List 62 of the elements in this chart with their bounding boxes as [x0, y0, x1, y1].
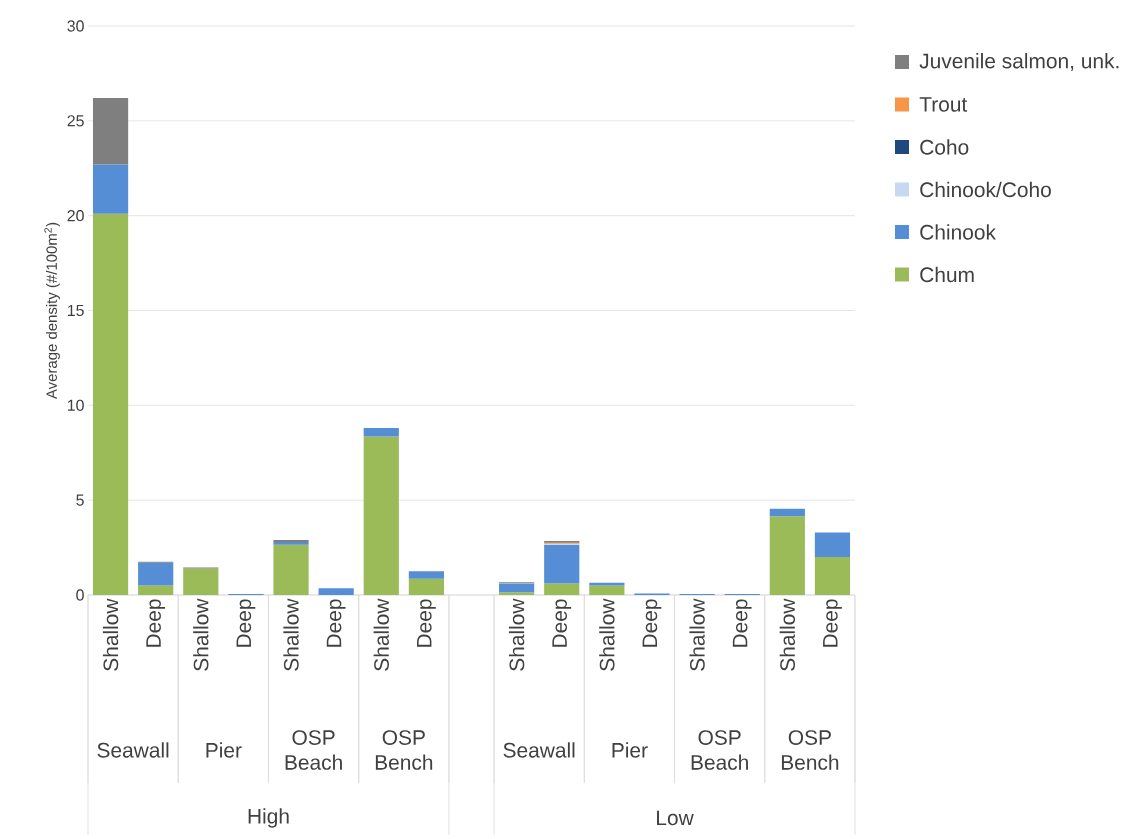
bar: [769, 516, 805, 595]
x-tick-label: Shallow: [779, 598, 796, 671]
text: OSP Bench: [781, 730, 839, 770]
y-tick-label: 5: [76, 494, 84, 506]
legend-label: Chum: [920, 266, 974, 283]
text: High: [248, 808, 289, 828]
bar: [183, 568, 219, 595]
x-tick-label: Shallow: [508, 598, 525, 671]
text: Seawall: [97, 742, 169, 758]
x-tick-label: Shallow: [193, 598, 209, 671]
y-tick-label: 0: [76, 589, 84, 601]
bar: [363, 428, 399, 437]
x-tick-label: Deep: [732, 599, 752, 647]
legend-label: Trout: [919, 97, 968, 112]
text: Pier: [206, 742, 242, 758]
bar: [363, 436, 399, 595]
x-tick-label: Deep: [552, 599, 572, 647]
bar: [138, 562, 174, 586]
y-tick-label: 25: [67, 115, 84, 127]
x-tick-label: Deep: [417, 599, 436, 647]
text: OSP Beach: [285, 730, 342, 770]
bar: [544, 583, 580, 595]
y-axis-title: Average density (#/100m$^{2}$): [44, 222, 60, 400]
bar: [589, 582, 625, 586]
x-tick-label: Deep: [146, 599, 166, 647]
legend-label: Chinook: [920, 224, 996, 240]
y-tick-label: 10: [67, 399, 84, 411]
x-tick-label: Shallow: [373, 598, 389, 671]
y-tick-label: 15: [67, 304, 84, 317]
bar: [92, 164, 129, 214]
bar: [544, 544, 580, 584]
legend-label: Juvenile salmon, unk.: [919, 53, 1119, 71]
bar: [769, 508, 805, 517]
x-tick-label: Shallow: [599, 598, 615, 671]
legend-label: Chinook/Coho: [920, 181, 1051, 198]
bar: [499, 583, 535, 593]
bar: [408, 578, 444, 595]
bar: [814, 532, 851, 558]
x-tick-label: Shallow: [283, 598, 299, 671]
text: Seawall: [503, 742, 575, 758]
bar: [814, 557, 851, 595]
bar: [499, 592, 535, 595]
y-tick-label: 20: [67, 210, 84, 222]
bar: [408, 571, 444, 579]
x-tick-label: Shallow: [689, 598, 705, 671]
bar: [92, 98, 129, 165]
x-tick-label: Shallow: [102, 598, 119, 671]
bar: [138, 585, 174, 595]
bar: [318, 588, 354, 595]
y-tick-label: 30: [67, 20, 84, 32]
x-tick-label: Deep: [326, 599, 346, 647]
text: Pier: [612, 742, 648, 758]
text: OSP Bench: [375, 730, 433, 770]
x-tick-label: Deep: [642, 599, 662, 647]
bar: [92, 213, 129, 595]
x-tick-label: Deep: [823, 599, 842, 647]
bar: [273, 544, 309, 595]
text: Low: [657, 810, 694, 826]
text: OSP Beach: [691, 730, 748, 770]
legend-label: Coho: [920, 139, 969, 155]
bar: [589, 585, 625, 595]
x-tick-label: Deep: [236, 599, 256, 647]
